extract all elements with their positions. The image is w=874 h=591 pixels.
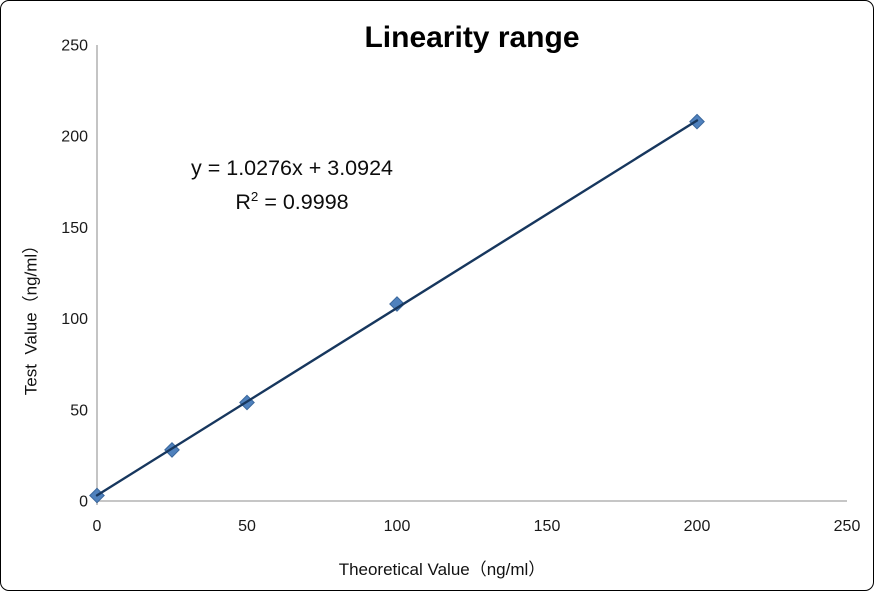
y-tick-label: 200 — [61, 129, 88, 146]
x-tick-label: 200 — [684, 518, 711, 535]
trendline-equation-line: y = 1.0276x + 3.0924 — [190, 156, 394, 180]
x-tick-label: 0 — [93, 518, 102, 535]
y-tick-label: 150 — [61, 220, 88, 237]
y-tick-label: 250 — [61, 38, 88, 55]
x-tick-label: 150 — [534, 518, 561, 535]
trendline-equation: y = 1.0276x + 3.0924 R2 = 0.9998 — [151, 151, 433, 219]
y-tick-label: 0 — [79, 494, 88, 511]
x-axis-title: Theoretical Value（ng/ml） — [338, 560, 546, 579]
chart-title: Linearity range — [364, 21, 580, 54]
r-squared-prefix: R — [235, 190, 251, 214]
x-tick-label: 100 — [384, 518, 411, 535]
r-squared-superscript: 2 — [250, 188, 259, 204]
trendline — [95, 119, 699, 497]
data-point-marker — [164, 442, 180, 458]
trendline-r-squared: R2 = 0.9998 — [151, 185, 433, 219]
data-point-marker — [389, 296, 405, 312]
x-tick-label: 250 — [834, 518, 861, 535]
y-tick-label: 100 — [61, 311, 88, 328]
y-tick-label: 50 — [70, 402, 88, 419]
x-tick-label: 50 — [238, 518, 256, 535]
r-squared-value: = 0.9998 — [258, 190, 349, 214]
